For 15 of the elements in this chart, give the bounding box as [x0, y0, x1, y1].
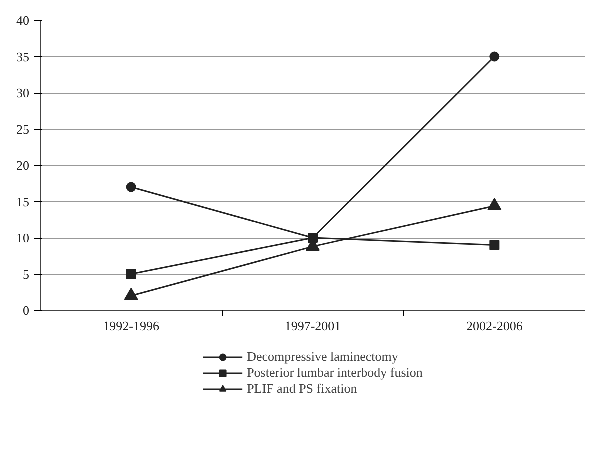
legend-label: Posterior lumbar interbody fusion — [247, 365, 423, 381]
y-tick-label: 10 — [16, 230, 30, 246]
y-tick-label: 20 — [16, 158, 30, 173]
x-tick-label: 2002-2006 — [466, 318, 524, 334]
y-tick-label: 30 — [16, 86, 30, 100]
legend-label: PLIF and PS fixation — [247, 381, 358, 397]
x-tick-label: 1992-1996 — [103, 318, 160, 334]
y-tick-label: 15 — [16, 194, 30, 210]
legend-label: Decompressive laminectomy — [247, 349, 398, 365]
y-tick-label: 0 — [23, 303, 30, 318]
y-tick-label: 5 — [23, 266, 30, 282]
x-tick-label: 1997-2001 — [284, 318, 342, 334]
y-tick-label: 35 — [16, 49, 30, 64]
y-tick-label: 25 — [16, 122, 30, 137]
y-tick-label: 40 — [16, 13, 30, 28]
